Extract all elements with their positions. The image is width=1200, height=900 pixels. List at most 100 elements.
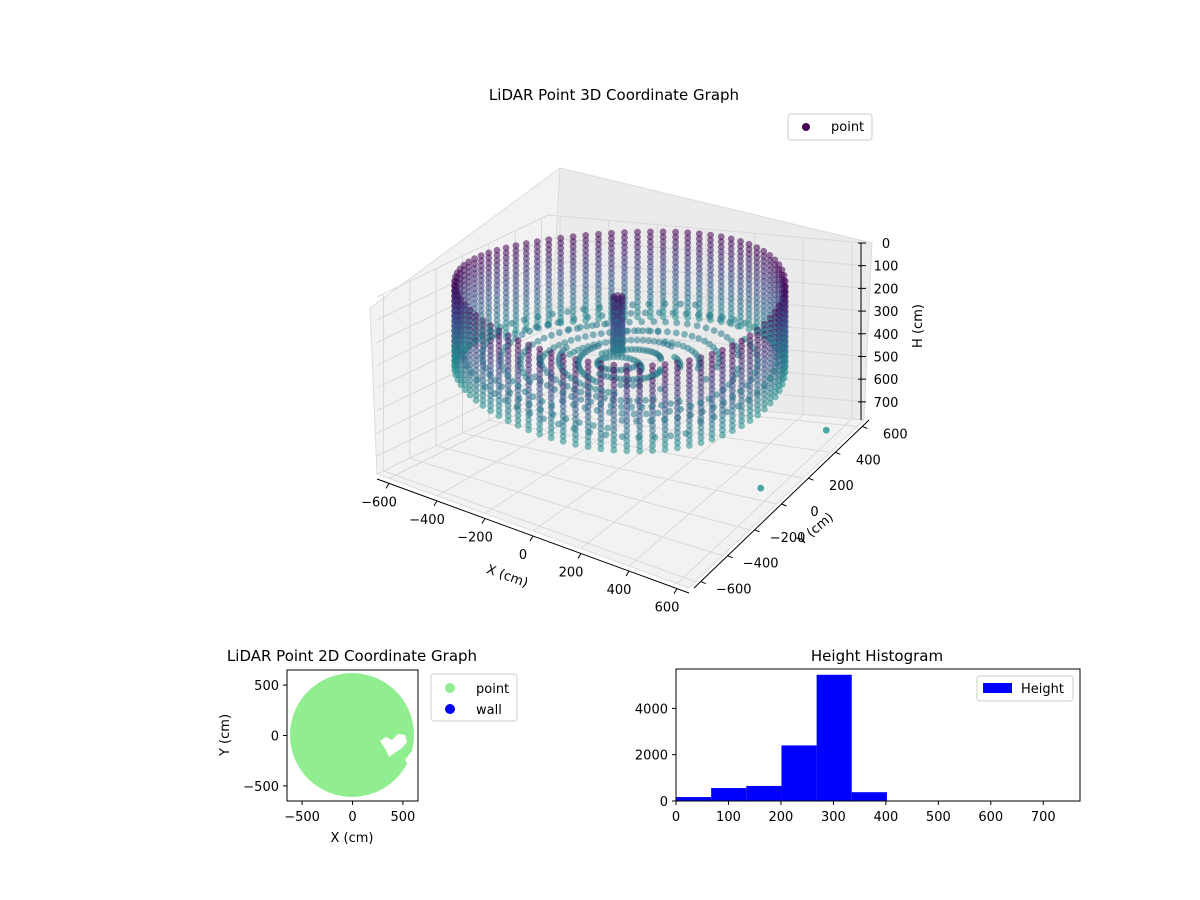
point-3d — [654, 328, 662, 336]
point-3d — [582, 316, 590, 324]
point-3d — [485, 314, 493, 322]
point-3d — [487, 342, 494, 350]
point-3d — [727, 300, 735, 308]
point-3d — [697, 439, 705, 446]
point-3d — [647, 313, 654, 321]
point-3d — [522, 300, 530, 307]
point-3d — [502, 264, 510, 272]
point-3d — [569, 273, 577, 280]
point-3d — [753, 299, 761, 306]
plot2d: LiDAR Point 2D Coordinate Graph −500 0 500… — [218, 647, 518, 846]
point-3d — [686, 392, 693, 399]
point-3d — [548, 331, 555, 339]
point-3d — [545, 251, 553, 259]
point-3d — [608, 229, 615, 237]
y-tick-label-3d: −200 — [770, 531, 806, 546]
point-3d — [649, 427, 656, 434]
point-3d — [686, 437, 693, 444]
point-3d — [512, 272, 520, 279]
point-3d — [672, 243, 679, 251]
point-3d — [557, 249, 565, 257]
point-3d — [610, 366, 618, 374]
point-3d — [659, 253, 667, 261]
point-3d — [604, 424, 611, 432]
point-3d — [582, 242, 590, 249]
point-3d — [595, 295, 602, 303]
point-3d — [525, 401, 532, 409]
point-3d — [610, 411, 618, 419]
point-3d — [493, 266, 501, 274]
point-3d — [584, 413, 592, 421]
point-3d — [684, 274, 692, 282]
point-3d — [754, 336, 761, 344]
point-3d — [745, 295, 753, 303]
point-3d — [504, 347, 512, 355]
point-disk-2d — [290, 673, 414, 797]
point-3d — [493, 246, 501, 254]
point-3d — [645, 337, 653, 345]
point-3d — [597, 375, 605, 383]
point-3d — [672, 288, 679, 296]
point-3d — [672, 273, 679, 281]
point-3d — [472, 342, 480, 349]
point-3d — [557, 284, 565, 292]
point-3d — [617, 396, 625, 404]
point-3d — [627, 336, 635, 344]
point-3d — [525, 426, 532, 434]
point-3d — [684, 289, 692, 297]
point-3d — [737, 302, 744, 310]
point-3d — [557, 274, 565, 282]
point-3d — [577, 388, 585, 396]
point-3d — [659, 283, 667, 291]
point-3d — [661, 396, 669, 403]
point-3d — [512, 242, 520, 250]
point-3d — [729, 402, 736, 410]
point-3d — [657, 355, 665, 363]
point-3d — [659, 313, 667, 321]
hist-bar — [711, 788, 747, 801]
point-3d — [465, 263, 473, 271]
point-3d — [647, 238, 654, 246]
point-3d — [577, 396, 585, 403]
point-3d — [610, 431, 618, 439]
point-3d — [753, 279, 761, 286]
hist-x-tick-label: 0 — [672, 810, 680, 825]
point-3d — [584, 438, 592, 446]
point-3d — [761, 405, 768, 413]
x-tick-label-3d: −200 — [457, 530, 493, 545]
point-3d — [708, 385, 716, 393]
hist-x-tick-label: 300 — [821, 810, 846, 825]
point-3d — [461, 371, 469, 379]
point-3d — [572, 425, 579, 433]
point-3d — [719, 411, 726, 419]
point-3d — [647, 248, 654, 256]
point-3d — [582, 247, 590, 254]
point-3d — [564, 308, 571, 315]
point-3d — [771, 296, 779, 304]
point-3d — [477, 252, 485, 260]
point-3d — [695, 240, 703, 248]
point-3d — [559, 427, 567, 435]
point-3d — [514, 337, 522, 344]
point-3d — [760, 272, 768, 280]
point-3d — [522, 270, 530, 277]
point-3d — [569, 253, 577, 261]
point-3d — [502, 284, 510, 292]
point-3d — [514, 397, 522, 404]
point-3d — [514, 417, 522, 424]
point-3d — [621, 249, 628, 256]
point-3d — [595, 285, 602, 293]
point-3d — [504, 382, 512, 390]
point-3d — [674, 409, 681, 417]
point-3d — [701, 337, 708, 345]
point-3d — [737, 277, 744, 285]
y-tick-label-3d: 600 — [883, 427, 908, 442]
point-3d — [547, 434, 555, 442]
plot2d-xlabel: X (cm) — [331, 831, 374, 846]
point-3d — [597, 415, 605, 423]
y-tick-3d — [700, 581, 706, 585]
point-3d — [745, 245, 753, 253]
y-tick-label-3d: −600 — [716, 583, 752, 598]
point-3d — [753, 244, 761, 252]
point-3d — [745, 300, 753, 308]
